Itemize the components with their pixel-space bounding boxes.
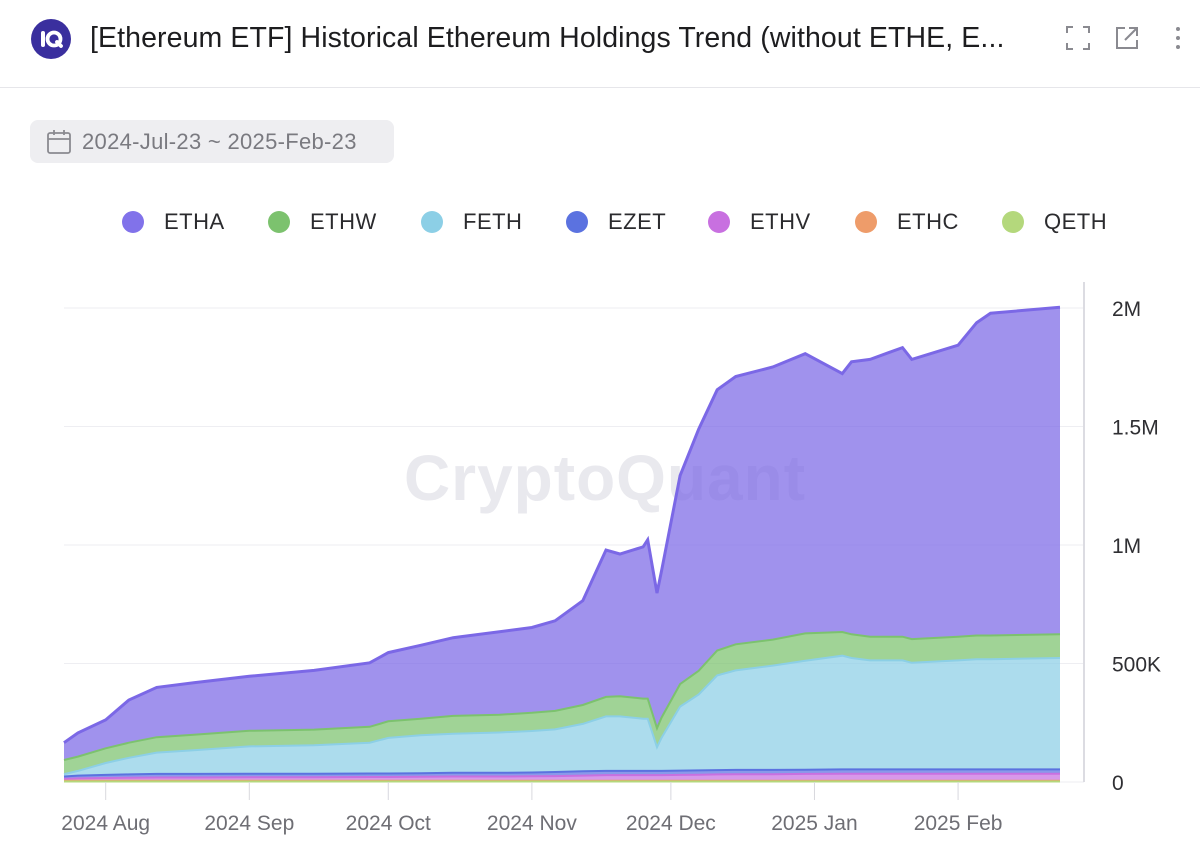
legend-item-feth[interactable]: FETH bbox=[421, 207, 522, 237]
legend-item-etha[interactable]: ETHA bbox=[122, 207, 225, 237]
x-tick-label: 2024 Oct bbox=[346, 812, 431, 835]
calendar-icon bbox=[47, 129, 71, 154]
line-ezet bbox=[63, 768, 1060, 778]
y-tick-label: 500K bbox=[1112, 654, 1161, 677]
legend-item-ethc[interactable]: ETHC bbox=[855, 207, 959, 237]
legend-label: EZET bbox=[608, 209, 667, 234]
legend-swatch bbox=[855, 211, 877, 233]
legend-item-ethw[interactable]: ETHW bbox=[268, 207, 377, 237]
date-range-picker[interactable]: 2024-Jul-23 ~ 2025-Feb-23 bbox=[30, 120, 394, 163]
area-etha bbox=[64, 307, 1060, 760]
series-areas bbox=[63, 305, 1061, 783]
legend-item-ethv[interactable]: ETHV bbox=[708, 207, 811, 237]
more-vertical-icon bbox=[1176, 27, 1180, 49]
line-ethw bbox=[63, 630, 1061, 761]
line-etha bbox=[63, 305, 1061, 744]
fullscreen-icon bbox=[1066, 26, 1090, 50]
area-ethv bbox=[64, 773, 1060, 781]
x-tick-label: 2024 Dec bbox=[626, 812, 716, 835]
y-tick-label: 0 bbox=[1112, 772, 1124, 795]
line-feth bbox=[63, 654, 1061, 776]
y-tick-label: 1M bbox=[1112, 535, 1141, 558]
y-tick-label: 1.5M bbox=[1112, 417, 1159, 440]
x-tick-label: 2025 Feb bbox=[914, 812, 1003, 835]
legend-label: ETHV bbox=[750, 209, 811, 234]
x-tick-label: 2024 Aug bbox=[61, 812, 150, 835]
legend-swatch bbox=[268, 211, 290, 233]
y-axis: 0 500K 1M 1.5M 2M bbox=[1083, 282, 1161, 795]
legend-label: QETH bbox=[1044, 209, 1108, 234]
legend-swatch bbox=[566, 211, 588, 233]
legend-swatch bbox=[708, 211, 730, 233]
legend-label: ETHA bbox=[164, 209, 225, 234]
legend-item-ezet[interactable]: EZET bbox=[566, 207, 666, 237]
x-tick-label: 2024 Nov bbox=[487, 812, 577, 835]
legend-swatch bbox=[122, 211, 144, 233]
line-ethv bbox=[63, 772, 1060, 780]
open-external-icon bbox=[1116, 27, 1138, 49]
x-tick-label: 2025 Jan bbox=[771, 812, 857, 835]
area-ethw bbox=[64, 632, 1060, 775]
legend-label: ETHW bbox=[310, 209, 377, 234]
more-options-button[interactable] bbox=[1163, 22, 1193, 54]
fullscreen-button[interactable] bbox=[1063, 22, 1093, 54]
legend-item-qeth[interactable]: QETH bbox=[1002, 207, 1107, 237]
open-external-button[interactable] bbox=[1112, 22, 1142, 54]
chart-title: [Ethereum ETF] Historical Ethereum Holdi… bbox=[90, 22, 1005, 54]
legend-swatch bbox=[421, 211, 443, 233]
legend-label: FETH bbox=[463, 209, 523, 234]
legend-label: ETHC bbox=[897, 209, 959, 234]
x-tick-label: 2024 Sep bbox=[204, 812, 294, 835]
legend-swatch bbox=[1002, 211, 1024, 233]
y-tick-label: 2M bbox=[1112, 298, 1141, 321]
chart-header: [Ethereum ETF] Historical Ethereum Holdi… bbox=[0, 0, 1200, 88]
date-range-label: 2024-Jul-23 ~ 2025-Feb-23 bbox=[82, 128, 357, 154]
x-axis: 2024 Aug 2024 Sep 2024 Oct 2024 Nov 2024 Dec… bbox=[61, 782, 1002, 835]
cryptoquant-logo-icon[interactable] bbox=[31, 19, 71, 59]
